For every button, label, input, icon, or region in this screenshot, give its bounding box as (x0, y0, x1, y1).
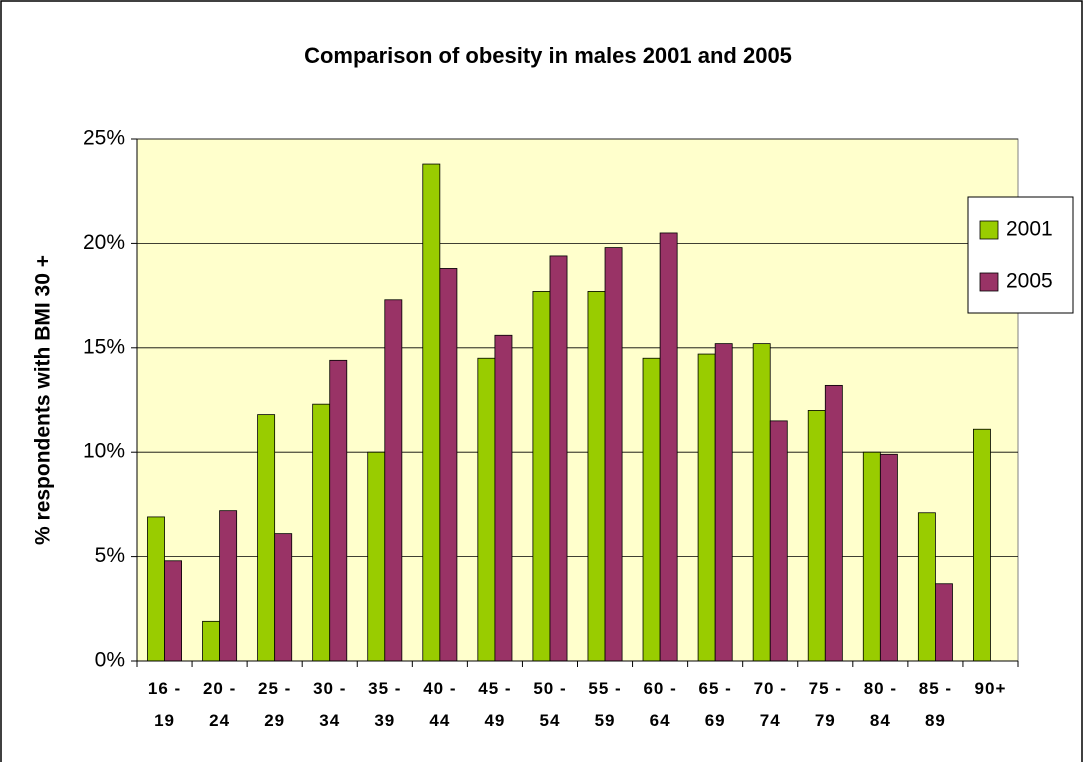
bar (935, 583, 953, 662)
bar (477, 357, 496, 662)
bar (917, 512, 936, 662)
legend-label: 2001 (1006, 218, 1053, 241)
y-tick-label: 5% (95, 544, 125, 567)
bar (202, 620, 220, 662)
bar (219, 510, 238, 662)
y-tick-label: 10% (83, 440, 125, 463)
y-tick-label: 15% (83, 335, 125, 358)
legend-label: 2005 (1006, 270, 1053, 293)
bar (659, 232, 678, 662)
bar (714, 343, 733, 662)
bar (587, 291, 606, 662)
x-tick-label: 50 - 54 (533, 679, 567, 730)
bar (862, 451, 881, 662)
x-tick-label: 65 - 69 (698, 679, 732, 730)
bar (494, 334, 513, 662)
bar (439, 268, 458, 662)
y-axis-label: % respondents with BMI 30 + (32, 255, 55, 545)
bar (422, 163, 441, 662)
bar (257, 414, 276, 662)
x-tick-label: 45 - 49 (478, 679, 512, 730)
x-tick-label: 80 - 84 (863, 679, 897, 730)
bar (164, 560, 183, 662)
bar (824, 384, 843, 662)
bar (329, 359, 348, 662)
bar (274, 533, 293, 662)
bar (549, 255, 568, 662)
x-tick-label: 16 - 19 (147, 679, 182, 730)
x-tick-label: 90+ (974, 679, 1007, 698)
y-tick-label: 0% (95, 649, 125, 672)
chart-title: Comparison of obesity in males 2001 and … (304, 43, 792, 68)
bar (972, 428, 991, 662)
x-tick-label: 60 - 64 (643, 679, 677, 730)
bar (697, 353, 716, 662)
y-tick-label: 20% (83, 231, 125, 254)
bar (752, 343, 771, 662)
legend-box (967, 196, 1074, 314)
bar (604, 247, 623, 662)
x-tick-label: 70 - 74 (753, 679, 787, 730)
x-tick-label: 75 - 79 (808, 679, 842, 730)
bar (367, 451, 386, 662)
x-tick-label: 55 - 59 (588, 679, 622, 730)
legend-swatch (979, 272, 999, 292)
bar (147, 516, 165, 662)
bar (642, 357, 661, 662)
bar (312, 403, 331, 662)
bar (384, 299, 403, 662)
bar (807, 410, 826, 662)
x-tick-label: 25 - 29 (258, 679, 292, 730)
bar (532, 291, 551, 662)
x-tick-label: 20 - 24 (202, 679, 237, 730)
y-tick-label: 25% (83, 127, 125, 150)
x-tick-label: 30 - 34 (313, 679, 347, 730)
x-tick-label: 85 - 89 (918, 679, 953, 730)
bar (769, 420, 788, 662)
x-tick-label: 35 - 39 (368, 679, 402, 730)
legend-swatch (979, 220, 999, 240)
x-tick-label: 40 - 44 (423, 679, 457, 730)
bar (879, 453, 898, 662)
